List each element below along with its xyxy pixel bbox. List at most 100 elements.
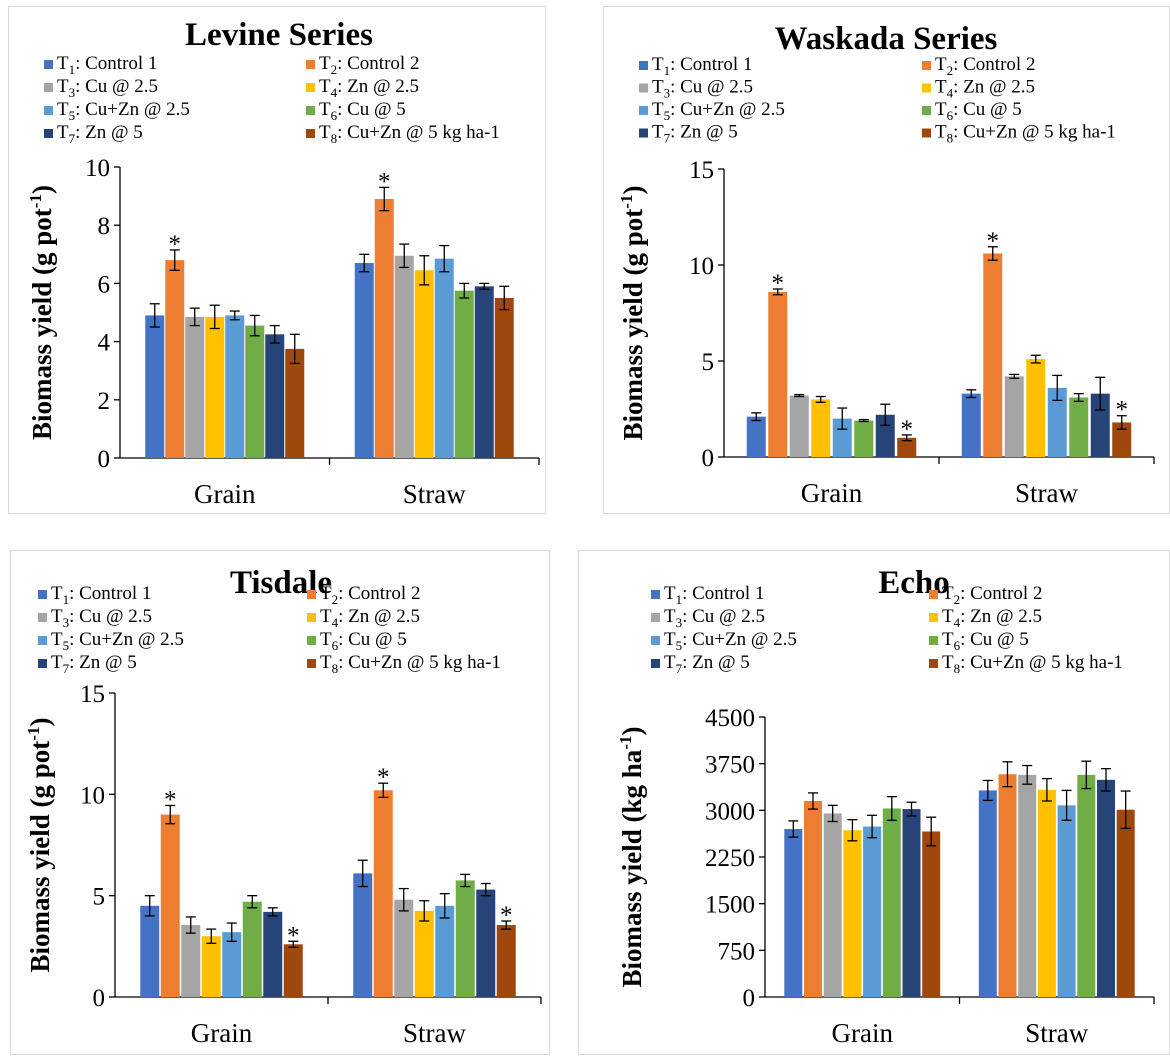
bar	[983, 253, 1003, 457]
legend-label: T4: Zn @ 2.5	[319, 76, 419, 100]
y-tick-label: 3000	[705, 798, 755, 825]
bar	[922, 831, 941, 997]
significance-star: *	[377, 764, 390, 791]
bar	[823, 813, 842, 997]
legend-label: T8: Cu+Zn @ 5 kg ha-1	[942, 652, 1123, 676]
legend-symbol: T	[652, 122, 664, 143]
bar	[205, 316, 225, 458]
legend-text: : Control 2	[337, 53, 419, 74]
legend-text: : Cu @ 2.5	[670, 77, 753, 98]
y-tick-label: 5	[702, 349, 715, 376]
chart-panel-echo: Echo T1: Control 1 T2: Control 2 T3: Cu @ 2…	[578, 550, 1170, 1055]
legend-text: : Cu @ 2.5	[75, 76, 158, 97]
legend-symbol: T	[935, 54, 947, 75]
legend-subscript: 1	[63, 592, 70, 607]
legend-symbol: T	[57, 76, 69, 97]
y-axis-label-main: Biomass yield (g pot	[27, 208, 57, 440]
x-category-label: Straw	[1025, 1018, 1088, 1048]
legend-text: : Cu @ 2.5	[69, 606, 152, 627]
legend-subscript: 8	[954, 661, 961, 676]
legend-swatch	[929, 636, 938, 645]
bar	[476, 889, 496, 997]
significance-star: *	[378, 168, 391, 195]
legend-label: T7: Zn @ 5	[652, 122, 738, 146]
significance-star: *	[901, 416, 914, 443]
legend-subscript: 6	[954, 638, 961, 653]
legend-subscript: 7	[664, 131, 671, 146]
bar	[1097, 779, 1115, 997]
legend-symbol: T	[320, 629, 332, 650]
legend-swatch	[38, 613, 47, 622]
chart-panel-waskada: Waskada Series T1: Control 1 T2: Control 2…	[603, 6, 1170, 514]
bar	[843, 830, 862, 997]
legend-text: : Zn @ 2.5	[337, 76, 419, 97]
legend-label: T3: Cu @ 2.5	[664, 606, 765, 630]
bar	[225, 315, 245, 458]
legend-subscript: 6	[331, 108, 338, 123]
bar	[283, 944, 303, 997]
significance-star: *	[169, 231, 182, 258]
y-tick-label: 15	[80, 681, 105, 708]
bar	[265, 334, 285, 458]
legend-subscript: 1	[676, 592, 683, 607]
legend-swatch	[307, 613, 316, 622]
x-category-label: Straw	[403, 1018, 466, 1048]
y-tick-label: 10	[689, 253, 714, 280]
legend-symbol: T	[57, 122, 69, 143]
legend-swatch	[306, 129, 315, 138]
legend-swatch	[639, 83, 648, 93]
legend-subscript: 1	[69, 62, 76, 77]
bar	[494, 297, 514, 458]
legend-label: T1: Control 1	[57, 53, 157, 77]
legend-subscript: 5	[676, 638, 683, 653]
legend-symbol: T	[320, 652, 332, 673]
bar	[354, 263, 374, 458]
legend-text: : Cu+Zn @ 2.5	[69, 629, 184, 650]
y-tick-label: 0	[98, 446, 111, 473]
bar	[1026, 359, 1046, 457]
bar	[784, 829, 803, 997]
legend-label: T2: Control 2	[320, 583, 420, 607]
y-axis-label: Biomass yield (g pot-1)	[24, 718, 55, 973]
legend-symbol: T	[942, 652, 954, 673]
legend-label: T7: Zn @ 5	[51, 652, 137, 676]
legend-subscript: 2	[331, 62, 338, 77]
legend-swatch	[922, 61, 931, 70]
legend-symbol: T	[664, 629, 676, 650]
bar	[1112, 422, 1132, 457]
legend-text: : Control 2	[953, 54, 1035, 75]
legend-symbol: T	[319, 99, 331, 120]
legend-subscript: 8	[332, 661, 339, 676]
y-tick-label: 1500	[705, 892, 755, 919]
legend-label: T6: Cu @ 5	[319, 99, 406, 123]
y-tick-label: 10	[80, 782, 105, 809]
legend-text: : Cu+Zn @ 5 kg ha-1	[337, 122, 500, 143]
y-axis-label-superscript: -1	[616, 736, 635, 750]
bar	[746, 416, 766, 457]
legend-subscript: 2	[332, 592, 339, 607]
bar	[414, 270, 434, 458]
y-axis-label-superscript: -1	[617, 195, 636, 209]
legend-symbol: T	[51, 652, 63, 673]
legend-text: : Cu @ 5	[953, 99, 1022, 120]
legend-symbol: T	[319, 53, 331, 74]
legend-label: T1: Control 1	[664, 583, 764, 607]
bar	[978, 790, 997, 997]
legend-text: : Control 2	[338, 583, 420, 604]
legend-subscript: 8	[947, 131, 954, 146]
bar	[455, 880, 475, 997]
bar	[285, 348, 305, 458]
legend-text: : Control 1	[670, 54, 752, 75]
significance-star: *	[500, 902, 513, 929]
y-axis-label-main: Biomass yield (g pot	[618, 209, 648, 441]
y-tick-label: 8	[98, 213, 111, 240]
legend-swatch	[651, 659, 660, 668]
bar	[414, 910, 434, 997]
legend-label: T4: Zn @ 2.5	[320, 606, 420, 630]
bar	[263, 911, 283, 997]
y-tick-label: 0	[743, 985, 756, 1012]
y-axis-label-end: )	[618, 186, 648, 195]
legend-symbol: T	[57, 99, 69, 120]
